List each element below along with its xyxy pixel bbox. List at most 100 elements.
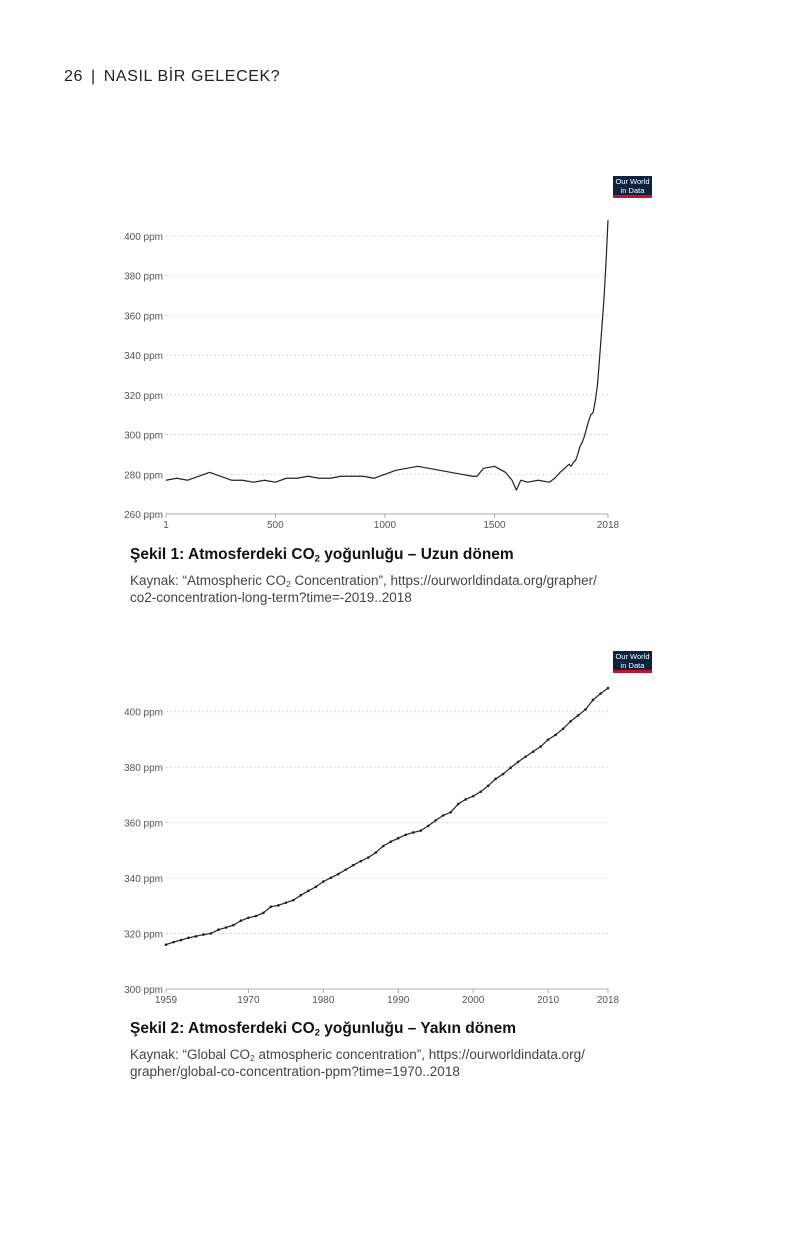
figure1-source-line1: Kaynak: “Atmospheric CO2 Concentration”,… bbox=[130, 572, 650, 589]
header-separator: | bbox=[91, 68, 96, 85]
data-point bbox=[396, 836, 400, 840]
running-head: 26 | NASIL BİR GELECEK? bbox=[64, 68, 280, 86]
data-point bbox=[194, 935, 198, 938]
data-point bbox=[254, 914, 258, 918]
chart-co2-long-term: 260 ppm 280 ppm 300 ppm 320 ppm 340 ppm 360 p… bbox=[124, 220, 620, 531]
data-point bbox=[524, 755, 527, 758]
data-point bbox=[299, 893, 303, 897]
data-point bbox=[187, 936, 190, 940]
data-point bbox=[284, 901, 288, 905]
x-tick-label: 2000 bbox=[462, 995, 485, 1006]
figure2-caption-suffix: yoğunluğu – Yakın dönem bbox=[319, 1020, 517, 1037]
y-tick-label: 260 ppm bbox=[124, 510, 163, 521]
data-point bbox=[232, 923, 235, 927]
figure2-caption-sub: 2 bbox=[314, 1027, 320, 1039]
data-point bbox=[209, 932, 213, 935]
data-point bbox=[434, 819, 437, 822]
figure2-source: Kaynak: “Global CO2 atmospheric concentr… bbox=[130, 1046, 650, 1080]
data-point bbox=[546, 738, 550, 742]
figure2-source-prefix: Kaynak: “Global CO bbox=[130, 1047, 251, 1062]
data-point bbox=[509, 766, 512, 770]
owid-logo-line1: Our World bbox=[615, 177, 650, 186]
data-point bbox=[381, 844, 385, 848]
figure1-source-prefix: Kaynak: “Atmospheric CO bbox=[130, 573, 287, 588]
y-tick-label: 400 ppm bbox=[124, 232, 163, 243]
y-tick-label: 320 ppm bbox=[124, 391, 163, 402]
x-tick-label: 500 bbox=[267, 520, 284, 531]
x-tick-label: 1000 bbox=[374, 520, 397, 531]
data-point bbox=[494, 777, 497, 781]
data-point bbox=[179, 938, 183, 942]
y-tick-label: 380 ppm bbox=[124, 272, 163, 283]
x-tick-label: 2018 bbox=[597, 520, 620, 531]
data-point bbox=[576, 714, 580, 717]
data-point bbox=[531, 750, 535, 753]
data-point bbox=[269, 905, 273, 909]
data-point bbox=[539, 745, 542, 748]
data-point bbox=[464, 798, 467, 801]
figure2-caption-prefix: Şekil 2: Atmosferdeki CO bbox=[130, 1020, 315, 1037]
data-point bbox=[561, 727, 565, 731]
data-point bbox=[599, 692, 602, 695]
data-point bbox=[322, 880, 325, 883]
figure2-source-line1: Kaynak: “Global CO2 atmospheric concentr… bbox=[130, 1046, 650, 1063]
owid-logo-line2: in Data bbox=[620, 660, 645, 670]
x-tick-label: 2010 bbox=[537, 995, 560, 1006]
figure1-caption-suffix: yoğunluğu – Uzun dönem bbox=[319, 546, 514, 563]
data-point bbox=[606, 686, 610, 690]
x-tick-label: 1500 bbox=[483, 520, 506, 531]
data-point bbox=[374, 851, 378, 854]
page-number: 26 bbox=[64, 68, 83, 85]
figure1-source-line2: co2-concentration-long-term?time=-2019..… bbox=[130, 590, 412, 605]
data-point bbox=[449, 810, 452, 814]
data-point bbox=[239, 919, 243, 923]
y-tick-label: 280 ppm bbox=[124, 470, 163, 481]
x-tick-label: 1959 bbox=[155, 995, 178, 1006]
figure2-source-suffix: atmospheric concentration”, https://ourw… bbox=[254, 1047, 585, 1062]
x-tick-label: 1990 bbox=[387, 995, 410, 1006]
owid-logo-line2: in Data bbox=[620, 185, 645, 195]
figure1-source: Kaynak: “Atmospheric CO2 Concentration”,… bbox=[130, 572, 650, 606]
chart-co2-recent: 300 ppm 320 ppm 340 ppm 360 ppm 380 ppm 400 p… bbox=[124, 686, 620, 1006]
data-point bbox=[426, 824, 430, 828]
y-tick-label: 400 ppm bbox=[124, 708, 163, 719]
y-tick-label: 380 ppm bbox=[124, 763, 163, 774]
data-point bbox=[516, 760, 520, 764]
data-point bbox=[569, 720, 572, 723]
owid-logo-line1: Our World bbox=[615, 652, 650, 661]
x-tick-label: 1980 bbox=[312, 995, 335, 1006]
owid-logo: Our World in Data bbox=[613, 651, 652, 673]
data-point bbox=[344, 868, 348, 871]
y-tick-label: 360 ppm bbox=[124, 819, 163, 830]
figure2-source-line2: grapher/global-co-concentration-ppm?time… bbox=[130, 1064, 460, 1079]
data-point bbox=[292, 898, 295, 902]
data-point bbox=[411, 831, 415, 834]
data-point bbox=[389, 840, 393, 844]
data-point bbox=[277, 904, 280, 907]
data-point bbox=[479, 790, 482, 794]
data-point bbox=[337, 872, 340, 876]
data-point bbox=[329, 876, 333, 880]
series-line bbox=[165, 687, 609, 946]
y-tick-label: 300 ppm bbox=[124, 431, 163, 442]
data-point bbox=[262, 911, 265, 915]
figure1-caption-prefix: Şekil 1: Atmosferdeki CO bbox=[130, 546, 315, 563]
data-point bbox=[419, 829, 423, 832]
figure1-source-sub: 2 bbox=[286, 579, 291, 590]
data-point bbox=[172, 940, 175, 944]
y-tick-label: 340 ppm bbox=[124, 351, 163, 362]
data-point bbox=[456, 802, 460, 806]
data-point bbox=[486, 784, 490, 788]
x-tick-label: 1970 bbox=[237, 995, 260, 1006]
y-tick-label: 340 ppm bbox=[124, 874, 163, 885]
data-point bbox=[591, 698, 595, 702]
data-point bbox=[404, 833, 408, 837]
y-tick-label: 320 ppm bbox=[124, 930, 163, 941]
owid-logo: Our World in Data bbox=[613, 176, 652, 198]
figure2-caption: Şekil 2: Atmosferdeki CO2 yoğunluğu – Ya… bbox=[130, 1020, 516, 1038]
data-point bbox=[164, 943, 168, 947]
data-point bbox=[217, 928, 220, 932]
data-point bbox=[202, 933, 205, 936]
data-point bbox=[351, 863, 355, 867]
running-title: NASIL BİR GELECEK? bbox=[103, 68, 281, 85]
